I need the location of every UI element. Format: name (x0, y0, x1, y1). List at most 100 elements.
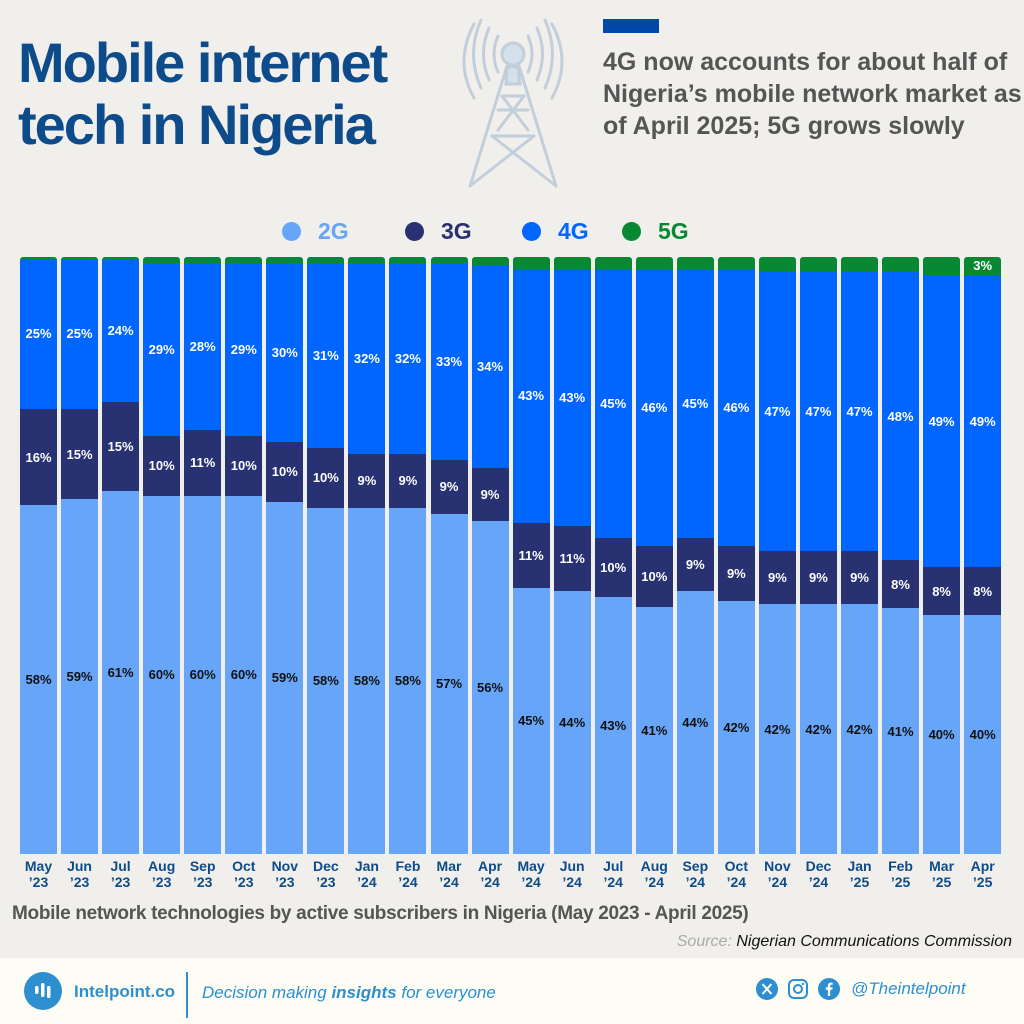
instagram-icon[interactable] (787, 978, 809, 1000)
x-icon[interactable] (756, 978, 778, 1000)
segment-4g: 32% (348, 262, 386, 454)
page-title: Mobile internet tech in Nigeria (18, 31, 388, 156)
segment-label: 41% (641, 722, 668, 738)
legend-label-5g: 5G (658, 218, 689, 244)
chart-legend: 2G 3G 4G 5G (0, 218, 1024, 246)
segment-5g (594, 257, 632, 269)
x-tick-label: May ’24 (517, 858, 545, 890)
segment-2g: 59% (266, 501, 304, 854)
segment-label: 48% (887, 408, 914, 424)
subtitle-accent-bar (603, 19, 659, 33)
segment-5g (923, 257, 961, 275)
segment-label: 10% (641, 569, 668, 585)
segment-4g: 29% (143, 262, 181, 437)
bar-13: 43% 11% 44% (553, 257, 591, 854)
segment-5g: 3% (964, 257, 1002, 275)
segment-2g: 60% (143, 495, 181, 854)
segment-label: 42% (764, 721, 791, 737)
subtitle: 4G now accounts for about half of Nigeri… (603, 48, 1022, 140)
segment-4g: 43% (553, 268, 591, 526)
segment-label: 9% (685, 556, 705, 572)
segment-3g: 9% (758, 551, 796, 605)
segment-label: 45% (600, 395, 627, 411)
tagline-bold: insights (331, 983, 397, 1002)
segment-label: 43% (600, 718, 627, 734)
segment-5g (184, 257, 222, 263)
segment-4g: 47% (799, 271, 837, 552)
x-tick-label: Aug ’23 (148, 858, 176, 890)
segment-3g: 11% (553, 525, 591, 592)
segment-label: 44% (682, 715, 709, 731)
segment-label: 25% (25, 326, 52, 342)
segment-label: 30% (271, 345, 298, 361)
bar-12: 43% 11% 45% (512, 257, 550, 854)
segment-2g: 57% (430, 513, 468, 854)
segment-label: 9% (726, 566, 746, 582)
segment-label: 45% (682, 395, 709, 411)
chart-caption: Mobile network technologies by active su… (12, 903, 749, 924)
segment-label: 47% (764, 403, 791, 419)
bar-2: 24% 15% 61% (102, 257, 140, 854)
tagline: Decision making insights for everyone (202, 983, 496, 1003)
bar-18: 47% 9% 42% (758, 257, 796, 854)
segment-label: 43% (518, 388, 545, 404)
x-tick-label: Mar ’25 (929, 858, 955, 890)
bar-6: 30% 10% 59% (266, 257, 304, 854)
segment-label: 8% (973, 583, 993, 599)
segment-4g: 24% (102, 258, 140, 402)
segment-label: 45% (518, 713, 545, 729)
segment-4g: 49% (923, 274, 961, 568)
legend-dot-3g-icon (405, 222, 424, 241)
segment-3g: 10% (266, 442, 304, 502)
segment-label: 58% (312, 673, 339, 689)
x-tick-label: Oct ’24 (724, 858, 749, 890)
facebook-icon[interactable] (818, 978, 840, 1000)
x-tick-label: Mar ’24 (436, 858, 462, 890)
segment-2g: 45% (512, 587, 550, 854)
title-line-1: Mobile internet (18, 31, 388, 94)
segment-2g: 43% (594, 597, 632, 854)
segment-5g (348, 257, 386, 263)
segment-3g: 16% (20, 409, 57, 506)
segment-label: 29% (230, 342, 257, 358)
legend-item-3g: 3G (405, 218, 472, 245)
segment-label: 9% (767, 570, 787, 586)
legend-dot-4g-icon (522, 222, 541, 241)
bar-5: 29% 10% 60% (225, 257, 263, 854)
segment-3g: 10% (307, 448, 345, 508)
segment-label: 44% (559, 715, 586, 731)
segment-label: 46% (641, 400, 668, 416)
x-tick-label: Dec ’23 (313, 858, 339, 890)
segment-4g: 46% (635, 269, 673, 547)
segment-4g: 49% (964, 274, 1002, 568)
segment-label: 11% (559, 550, 585, 566)
segment-4g: 29% (225, 262, 263, 437)
bar-1: 25% 15% 59% (61, 257, 99, 854)
bar-23: 3% 49% 8% 40% (964, 257, 1002, 854)
bar-7: 31% 10% 58% (307, 257, 345, 854)
legend-item-5g: 5G (622, 218, 689, 245)
segment-label: 58% (353, 673, 380, 689)
segment-label: 15% (66, 446, 93, 462)
segment-4g: 45% (594, 268, 632, 538)
segment-4g: 48% (882, 272, 920, 560)
segment-3g: 8% (882, 560, 920, 608)
segment-2g: 60% (184, 495, 222, 854)
segment-3g: 10% (225, 436, 263, 496)
tagline-pre: Decision making (202, 983, 332, 1002)
segment-label: 42% (805, 721, 832, 737)
title-line-2: tech in Nigeria (18, 93, 376, 156)
footer-divider (186, 972, 188, 1018)
social-handle[interactable]: @Theintelpoint (851, 979, 966, 998)
segment-3g: 11% (184, 430, 222, 496)
brand-link[interactable]: Intelpoint.co (74, 982, 176, 1001)
segment-5g (471, 257, 509, 266)
segment-3g: 9% (717, 546, 755, 601)
segment-2g: 42% (841, 604, 878, 854)
intelpoint-logo-icon[interactable] (24, 972, 62, 1010)
segment-3g: 8% (964, 567, 1002, 616)
legend-item-4g: 4G (522, 218, 589, 245)
source-label: Source: (676, 933, 732, 950)
tagline-post: for everyone (396, 983, 496, 1002)
segment-label: 42% (723, 719, 750, 735)
